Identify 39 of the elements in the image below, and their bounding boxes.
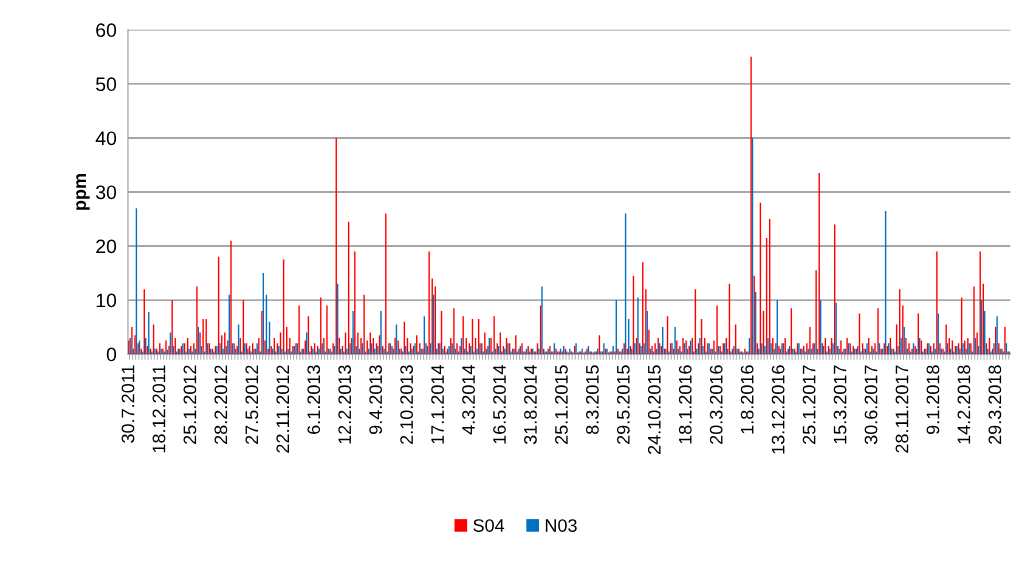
y-axis-title: ppm (76, 174, 90, 210)
x-tick-label: 2.10.2013 (400, 365, 413, 444)
x-tick-label: 9.1.2018 (926, 365, 940, 434)
x-tick-label: 25.1.2012 (183, 365, 197, 444)
legend-label: N03 (545, 519, 577, 532)
x-tick-label: 12.2.2013 (338, 365, 352, 444)
x-tick-label: 1.8.2016 (740, 365, 754, 434)
y-tick-label: 60 (96, 23, 117, 38)
x-tick-label: 13.12.2016 (771, 365, 785, 454)
x-tick-label: 17.1.2014 (431, 365, 444, 444)
x-tick-label: 14.2.2018 (957, 365, 971, 444)
x-tick-label: 30.7.2011 (121, 365, 135, 443)
x-tick-label: 18.1.2016 (678, 365, 692, 444)
x-tick-label: 22.11.2012 (276, 365, 290, 453)
x-tick-label: 24.10.2015 (647, 365, 661, 454)
x-tick-label: 9.4.2013 (369, 365, 383, 434)
x-tick-label: 28.2.2012 (214, 365, 228, 444)
x-tick-label: 18.12.2011 (152, 365, 166, 453)
x-tick-label: 25.1.2017 (802, 365, 816, 444)
x-tick-label: 27.5.2012 (245, 365, 259, 444)
x-tick-label: 31.8.2014 (524, 365, 537, 445)
x-tick-label: 16.5.2014 (493, 365, 506, 444)
x-tick-label: 8.3.2015 (585, 365, 599, 435)
y-tick-label: 20 (96, 239, 117, 254)
x-tick-label: 20.3.2016 (709, 365, 723, 444)
y-tick-label: 10 (96, 293, 117, 308)
legend-label: S04 (473, 519, 505, 532)
y-tick-label: 50 (96, 77, 117, 92)
y-tick-label: 0 (106, 347, 117, 362)
x-tick-label: 4.3.2014 (462, 365, 475, 435)
x-tick-label: 28.11.2017 (895, 365, 909, 453)
x-tick-label: 25.1.2015 (555, 365, 568, 444)
x-tick-label: 15.3.2017 (833, 365, 847, 444)
y-tick-label: 40 (95, 131, 117, 146)
x-tick-label: 29.3.2018 (988, 365, 1002, 444)
x-tick-label: 6.1.2013 (307, 365, 321, 434)
x-tick-label: 30.6.2017 (864, 365, 878, 445)
x-tick-label: 29.5.2015 (616, 365, 630, 444)
y-tick-label: 30 (95, 185, 117, 200)
